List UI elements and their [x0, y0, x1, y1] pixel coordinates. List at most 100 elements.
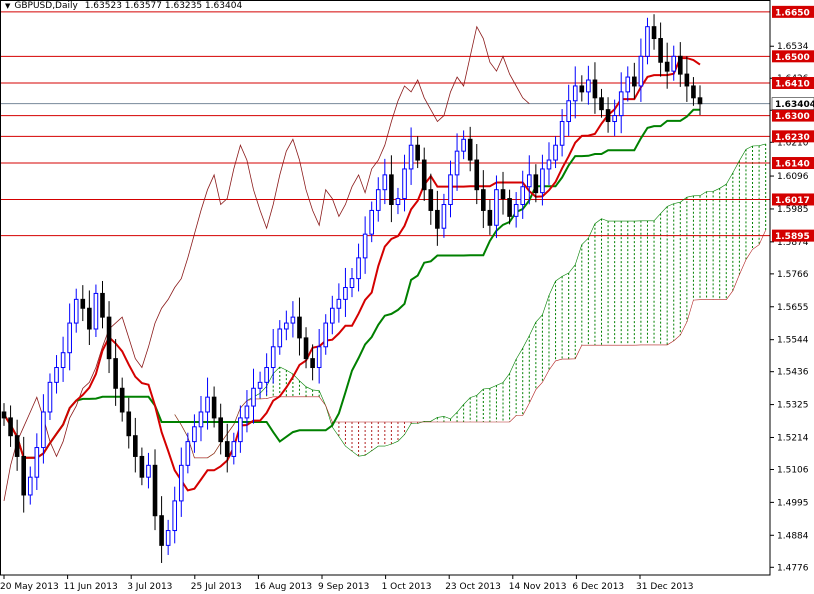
x-tick-label: 23 Oct 2013 — [445, 582, 501, 592]
candle-body — [382, 174, 388, 191]
candle-body — [100, 292, 105, 318]
level-price-box — [772, 5, 814, 18]
candle-body — [192, 426, 197, 443]
candle-body — [395, 198, 401, 206]
candle-body — [67, 322, 72, 354]
ichimoku-lines — [3, 25, 766, 501]
candle-body — [126, 411, 132, 437]
candle-body — [697, 97, 703, 105]
candle-body — [41, 411, 46, 449]
ohlc-readout: 1.63523 1.63577 1.63235 1.63404 — [84, 1, 243, 11]
candle-body — [507, 198, 512, 217]
level-price-box — [772, 193, 814, 206]
candle-body — [375, 189, 381, 211]
candle-body — [113, 358, 118, 389]
candle-body — [579, 85, 585, 93]
candle-body — [586, 79, 591, 93]
y-tick-label: 1.6096 — [777, 172, 809, 182]
candle-body — [592, 79, 598, 99]
y-tick-label: 1.4884 — [777, 531, 809, 541]
candle-body — [526, 174, 532, 188]
candle-body — [310, 358, 315, 369]
level-price-box — [772, 130, 814, 143]
level-price-box — [772, 76, 814, 89]
y-tick-label: 1.5325 — [777, 401, 809, 411]
x-tick-label: 6 Dec 2013 — [572, 582, 624, 592]
candle-body — [238, 417, 243, 443]
candle-body — [435, 209, 440, 229]
chikou-span — [3, 25, 530, 501]
plot-frame — [0, 0, 771, 576]
candle-body — [546, 159, 552, 170]
candle-body — [297, 316, 302, 339]
candle-body — [323, 322, 329, 348]
candle-body — [572, 85, 578, 102]
y-tick-label: 1.6534 — [777, 42, 809, 52]
candle-body — [389, 174, 394, 206]
level-price-box — [772, 157, 814, 170]
candle-body — [231, 441, 237, 457]
candle-body — [178, 464, 184, 502]
candle-body — [362, 233, 368, 259]
candle-body — [605, 109, 611, 123]
x-tick-label: 31 Dec 2013 — [636, 582, 694, 592]
y-tick-label: 1.5655 — [777, 303, 809, 313]
candle-body — [264, 367, 269, 383]
candle-body — [612, 115, 617, 123]
candle-body — [677, 55, 683, 75]
y-tick-label: 1.5766 — [777, 270, 809, 280]
candle-body — [454, 150, 460, 176]
candles — [1, 14, 703, 563]
candle-body — [408, 144, 414, 170]
candle-body — [559, 121, 565, 146]
y-tick-label: 1.5985 — [777, 205, 809, 215]
candle-body — [553, 144, 558, 161]
candle-body — [349, 278, 355, 288]
candle-body — [461, 138, 466, 152]
candle-body — [119, 387, 125, 413]
candle-body — [172, 500, 178, 532]
candle-body — [34, 447, 40, 478]
level-price-label: 1.6140 — [775, 160, 810, 170]
level-price-box — [772, 229, 814, 242]
ichimoku-cloud — [253, 143, 767, 457]
candle-body — [369, 209, 375, 235]
candle-body — [257, 381, 263, 389]
candle-body — [290, 316, 296, 324]
candle-body — [441, 204, 447, 229]
candle-body — [481, 189, 486, 211]
candle-body — [533, 174, 539, 194]
y-tick-label: 1.5106 — [777, 465, 809, 475]
candle-body — [80, 298, 86, 309]
candle-body — [224, 441, 230, 457]
x-tick-label: 14 Nov 2013 — [509, 582, 567, 592]
x-tick-label: 11 Jun 2013 — [64, 582, 118, 592]
x-tick-label: 25 Jul 2013 — [191, 582, 242, 592]
y-tick-label: 1.5436 — [777, 368, 809, 378]
level-price-label: 1.5895 — [775, 232, 810, 242]
candle-body — [421, 159, 427, 191]
candle-body — [244, 405, 250, 419]
tenkan-sen — [3, 57, 701, 492]
candle-body — [428, 189, 434, 211]
current-price-box — [771, 97, 814, 110]
y-tick-label: 1.5544 — [777, 336, 809, 346]
candle-body — [251, 387, 256, 407]
candle-body — [474, 159, 480, 191]
candle-body — [632, 76, 637, 87]
candle-body — [303, 337, 309, 360]
candle-body — [185, 441, 191, 466]
candle-body — [684, 73, 690, 87]
candle-body — [277, 328, 283, 348]
candle-body — [691, 85, 696, 99]
candle-body — [284, 322, 289, 330]
level-price-box — [772, 50, 814, 63]
candle-body — [27, 476, 33, 496]
candle-body — [658, 38, 663, 63]
current-price-label: 1.63404 — [775, 100, 814, 110]
candle-body — [638, 55, 644, 87]
level-price-label: 1.6410 — [775, 79, 810, 89]
candle-body — [159, 515, 164, 546]
